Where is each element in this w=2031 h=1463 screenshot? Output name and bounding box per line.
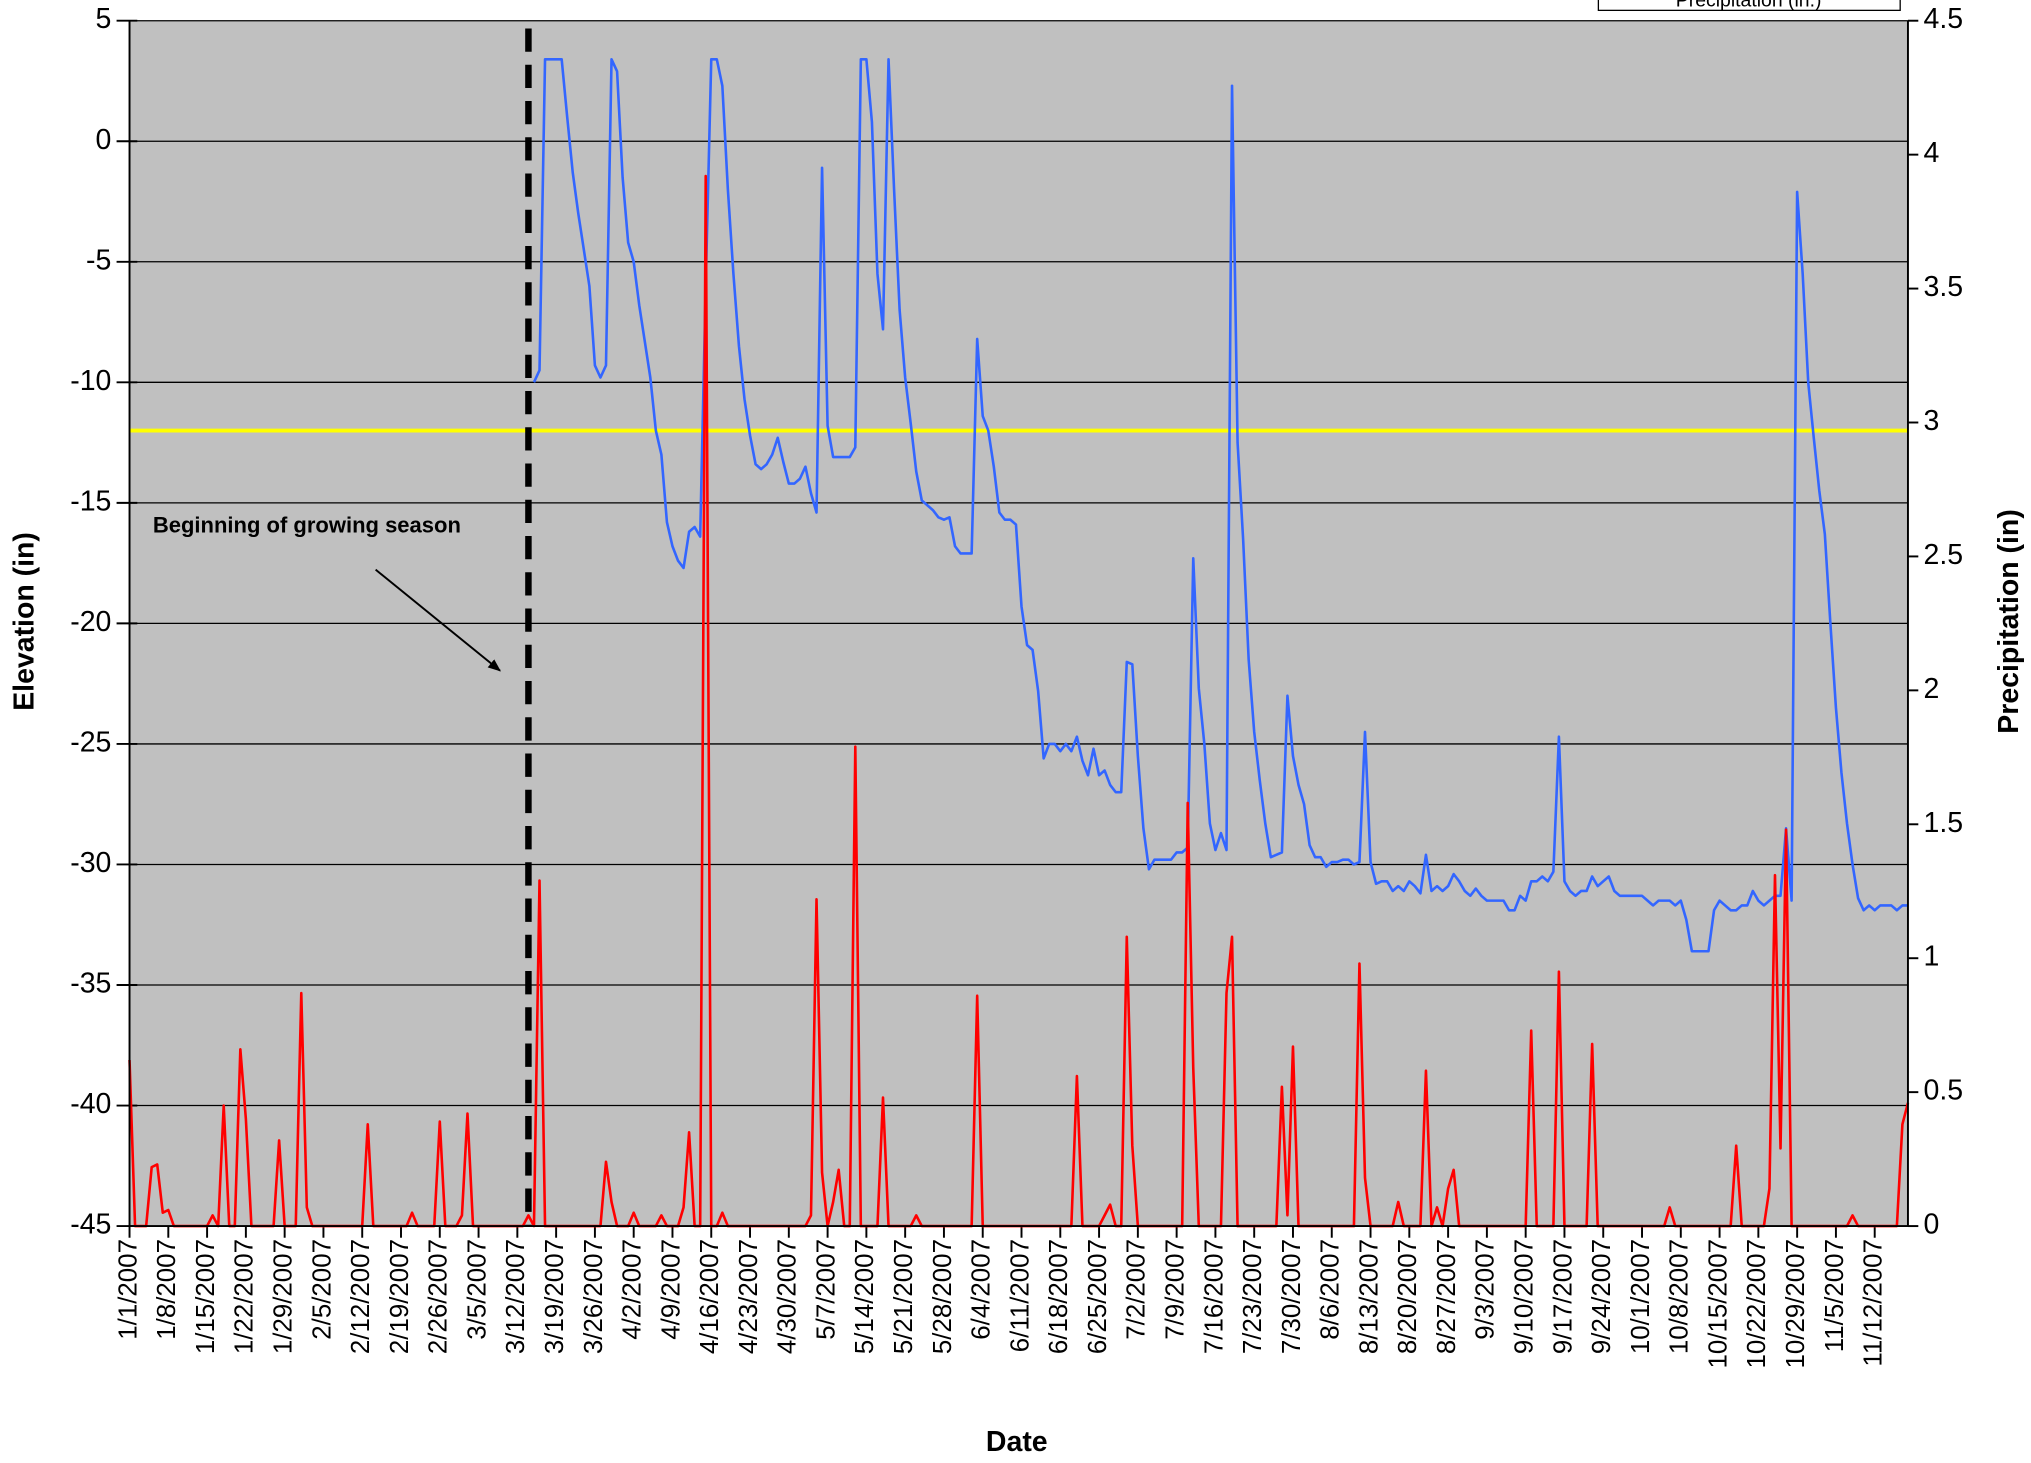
legend-label: Precipitation (in.) [1676, 0, 1822, 11]
x-tick-label: 7/2/2007 [1123, 1239, 1151, 1340]
x-axis-title: Date [986, 1426, 1048, 1458]
y2-tick-label: 1.5 [1923, 807, 1963, 839]
y-tick-label: -20 [70, 606, 111, 638]
x-tick-label: 8/13/2007 [1355, 1239, 1383, 1354]
x-tick-label: 5/28/2007 [929, 1239, 957, 1354]
y-tick-label: -15 [70, 485, 111, 517]
x-tick-label: 3/12/2007 [502, 1239, 530, 1354]
x-tick-label: 1/8/2007 [153, 1239, 181, 1340]
series-line [532, 57, 1908, 953]
x-tick-label: 1/1/2007 [114, 1239, 142, 1340]
x-tick-label: 7/16/2007 [1200, 1239, 1228, 1354]
x-tick-label: 4/9/2007 [657, 1239, 685, 1340]
y-tick-label: -30 [70, 847, 111, 879]
x-tick-label: 11/12/2007 [1860, 1239, 1888, 1367]
y2-tick-label: 4 [1923, 137, 1939, 169]
x-tick-label: 9/10/2007 [1511, 1239, 1539, 1354]
y-tick-label: -25 [70, 726, 111, 758]
x-tick-label: 7/23/2007 [1239, 1239, 1267, 1354]
x-tick-label: 6/4/2007 [968, 1239, 996, 1340]
x-tick-label: 4/16/2007 [696, 1239, 724, 1354]
y-tick-label: -40 [70, 1088, 111, 1120]
y-tick-label: -5 [86, 244, 111, 276]
x-tick-label: 8/6/2007 [1317, 1239, 1345, 1340]
x-tick-label: 9/3/2007 [1472, 1239, 1500, 1340]
x-tick-label: 3/5/2007 [463, 1239, 491, 1340]
x-tick-label: 4/30/2007 [774, 1239, 802, 1354]
x-tick-label: 8/27/2007 [1433, 1239, 1461, 1354]
x-tick-label: 6/11/2007 [1006, 1239, 1034, 1352]
x-tick-label: 11/5/2007 [1821, 1239, 1849, 1352]
y-tick-label: -10 [70, 365, 111, 397]
y-tick-label: 5 [96, 3, 112, 35]
legend-box [1597, 0, 1901, 12]
x-tick-label: 1/22/2007 [231, 1239, 259, 1354]
y2-tick-label: 3 [1923, 405, 1939, 437]
x-tick-label: 3/19/2007 [541, 1239, 569, 1354]
x-tick-label: 2/12/2007 [347, 1239, 375, 1354]
x-tick-label: 1/15/2007 [192, 1239, 220, 1354]
x-tick-label: 4/23/2007 [735, 1239, 763, 1354]
annotation: Beginning of growing season [153, 513, 461, 538]
y-axis-title: Elevation (in) [8, 532, 40, 711]
x-tick-label: 2/5/2007 [308, 1239, 336, 1340]
y2-tick-label: 1 [1923, 941, 1939, 973]
x-tick-label: 1/29/2007 [269, 1239, 297, 1354]
x-tick-label: 6/18/2007 [1045, 1239, 1073, 1354]
y2-tick-label: 2 [1923, 673, 1939, 705]
x-tick-label: 4/2/2007 [619, 1239, 647, 1340]
x-tick-label: 7/30/2007 [1278, 1239, 1306, 1354]
x-tick-label: 10/8/2007 [1666, 1239, 1694, 1354]
x-tick-label: 5/21/2007 [890, 1239, 918, 1354]
y2-tick-label: 0 [1923, 1209, 1939, 1241]
x-tick-label: 8/20/2007 [1394, 1239, 1422, 1354]
y-tick-label: 0 [96, 124, 112, 156]
x-tick-label: 10/22/2007 [1743, 1239, 1771, 1368]
y2-tick-label: 0.5 [1923, 1075, 1963, 1107]
x-tick-label: 7/9/2007 [1161, 1239, 1189, 1340]
y-tick-label: -45 [70, 1209, 111, 1241]
x-tick-label: 9/17/2007 [1549, 1239, 1577, 1354]
x-tick-label: 6/25/2007 [1084, 1239, 1112, 1354]
x-tick-label: 10/29/2007 [1782, 1239, 1810, 1368]
x-tick-label: 2/26/2007 [425, 1239, 453, 1354]
x-tick-label: 9/24/2007 [1588, 1239, 1616, 1354]
y-tick-label: -35 [70, 968, 111, 1000]
x-tick-label: 2/19/2007 [386, 1239, 414, 1354]
x-tick-label: 5/7/2007 [812, 1239, 840, 1340]
x-tick-label: 10/1/2007 [1627, 1239, 1655, 1354]
y2-axis-title: Precipitation (in) [1993, 509, 2025, 734]
x-tick-label: 10/15/2007 [1704, 1239, 1732, 1368]
x-tick-label: 5/14/2007 [851, 1239, 879, 1354]
y2-tick-label: 2.5 [1923, 539, 1963, 571]
y2-tick-label: 4.5 [1923, 3, 1963, 35]
y2-tick-label: 3.5 [1923, 271, 1963, 303]
x-tick-label: 3/26/2007 [580, 1239, 608, 1354]
annotation-arrow [375, 568, 501, 672]
